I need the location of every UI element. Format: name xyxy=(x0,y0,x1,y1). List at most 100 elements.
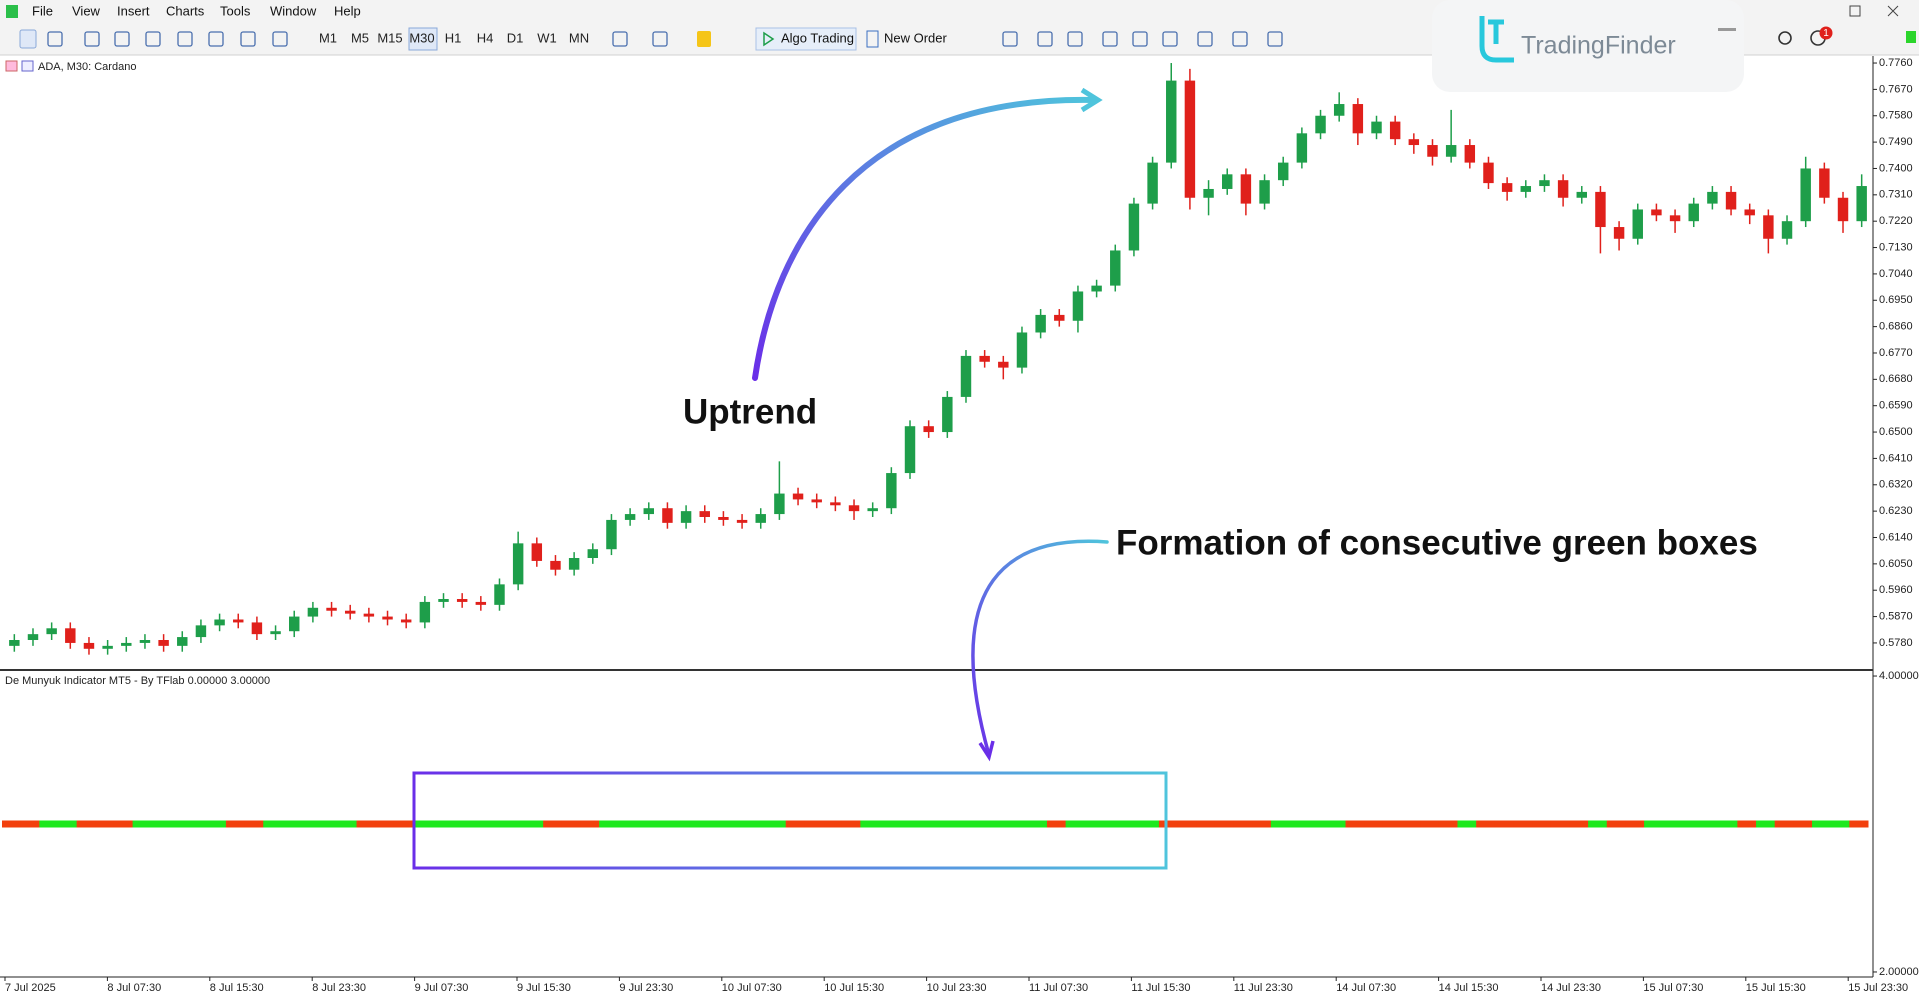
toolbar-icon[interactable] xyxy=(84,31,100,47)
toolbar-icon[interactable] xyxy=(272,31,288,47)
toolbar-icon[interactable] xyxy=(1102,31,1118,47)
indicator-box xyxy=(1606,820,1626,828)
timeframe-button[interactable]: M5 xyxy=(351,30,369,45)
indicator-box xyxy=(132,820,152,828)
candle-body xyxy=(83,642,95,649)
timeframe-button[interactable]: M1 xyxy=(319,30,337,45)
y-tick-label: 0.7490 xyxy=(1879,136,1913,148)
indicator-box xyxy=(916,820,936,828)
candle-body xyxy=(998,361,1009,368)
y-tick-label: 0.7040 xyxy=(1879,268,1913,280)
candle-body xyxy=(923,426,934,433)
window-control[interactable] xyxy=(1849,5,1861,17)
y-tick-label: 0.6410 xyxy=(1879,452,1913,464)
candle-body xyxy=(1035,314,1046,333)
toolbar-icon[interactable] xyxy=(1232,31,1248,47)
candle-body xyxy=(550,560,561,570)
indicator-box xyxy=(319,820,339,828)
candle-body xyxy=(1408,139,1420,146)
timeframe-button[interactable]: MN xyxy=(569,30,589,45)
indicator-box xyxy=(300,820,320,828)
menu-item[interactable]: Insert xyxy=(117,3,150,18)
toolbar-icon[interactable] xyxy=(1197,31,1213,47)
toolbar-icon[interactable] xyxy=(145,31,161,47)
annotation-text: Uptrend xyxy=(683,392,817,431)
indicator-box xyxy=(1644,820,1664,828)
indicator-box xyxy=(1270,820,1291,828)
candle-body xyxy=(1259,180,1270,204)
candle-body xyxy=(1613,227,1625,239)
y-tick-label: 0.5780 xyxy=(1879,637,1913,649)
indicator-box xyxy=(57,820,78,828)
new-order-label[interactable]: New Order xyxy=(884,30,948,45)
timeframe-button[interactable]: W1 xyxy=(537,30,557,45)
toolbar-icon[interactable] xyxy=(114,31,130,47)
timeframe-button[interactable]: D1 xyxy=(507,30,524,45)
indicator-box xyxy=(393,820,414,828)
candle-body xyxy=(1147,162,1158,204)
x-tick-label: 9 Jul 15:30 xyxy=(517,982,571,994)
candle-body xyxy=(400,619,412,623)
toolbar-icon[interactable] xyxy=(1067,31,1083,47)
menu-item[interactable]: View xyxy=(72,3,101,18)
toolbar-icon[interactable] xyxy=(240,31,256,47)
candle-body xyxy=(1427,145,1438,157)
indicator-box xyxy=(860,820,880,828)
indicator-box xyxy=(375,820,395,828)
indicator-box xyxy=(468,820,488,828)
candle-body xyxy=(158,640,169,646)
menu-item[interactable]: Tools xyxy=(220,3,251,18)
indicator-box xyxy=(1550,820,1570,828)
timeframe-button[interactable]: H4 xyxy=(477,30,494,45)
chart-icon xyxy=(21,60,34,72)
candle-body xyxy=(643,508,654,515)
window-control[interactable] xyxy=(1718,28,1736,31)
indicator-box xyxy=(1513,820,1533,828)
menu-item[interactable]: Window xyxy=(270,3,317,18)
x-tick-label: 11 Jul 23:30 xyxy=(1234,982,1293,994)
timeframe-button[interactable]: M30 xyxy=(409,30,434,45)
toolbar-icon[interactable] xyxy=(177,31,193,47)
toolbar-icon[interactable] xyxy=(1267,31,1283,47)
indicator-box xyxy=(1158,820,1179,828)
select-tool[interactable] xyxy=(19,29,37,49)
candle-body xyxy=(587,549,599,558)
indicator-box xyxy=(1588,820,1608,828)
toolbar-icon[interactable] xyxy=(1002,31,1018,47)
timeframe-button[interactable]: M15 xyxy=(377,30,402,45)
indicator-box xyxy=(1681,820,1701,828)
toolbar-icon[interactable] xyxy=(652,31,668,47)
candle-body xyxy=(1669,215,1681,222)
menu-item[interactable]: Help xyxy=(334,3,361,18)
search-icon[interactable] xyxy=(1778,31,1792,45)
candle-body xyxy=(1091,285,1102,292)
toolbar-icon[interactable] xyxy=(1162,31,1178,47)
new-order-icon[interactable] xyxy=(866,30,879,48)
candle-body xyxy=(736,519,748,523)
menu-item[interactable]: File xyxy=(32,3,53,18)
indicator-box xyxy=(1812,820,1832,828)
toolbar-icon[interactable] xyxy=(1132,31,1148,47)
indicator-box xyxy=(1102,820,1123,828)
indicator-box xyxy=(1009,820,1029,828)
candle-body xyxy=(1557,180,1569,198)
candle-body xyxy=(1352,104,1364,134)
timeframe-button[interactable]: H1 xyxy=(445,30,462,45)
algo-trading-label[interactable]: Algo Trading xyxy=(781,30,854,45)
x-tick-label: 10 Jul 07:30 xyxy=(722,982,782,994)
indicator-box xyxy=(1196,820,1216,828)
toolbar-icon[interactable] xyxy=(208,31,224,47)
algo-trading-button[interactable] xyxy=(755,27,857,51)
toolbar-icon[interactable] xyxy=(1037,31,1053,47)
y-tick-label: 0.5870 xyxy=(1879,610,1913,622)
window-control[interactable] xyxy=(1887,5,1899,17)
indicator-box xyxy=(823,820,843,828)
indicator-box xyxy=(524,820,544,828)
dollar-icon[interactable] xyxy=(697,31,711,47)
indicator-box xyxy=(655,820,675,828)
menu-item[interactable]: Charts xyxy=(166,3,205,18)
toolbar-icon[interactable] xyxy=(612,31,628,47)
toolbar-icon[interactable] xyxy=(47,31,63,47)
candle-body xyxy=(774,493,785,515)
indicator-box xyxy=(636,820,656,828)
